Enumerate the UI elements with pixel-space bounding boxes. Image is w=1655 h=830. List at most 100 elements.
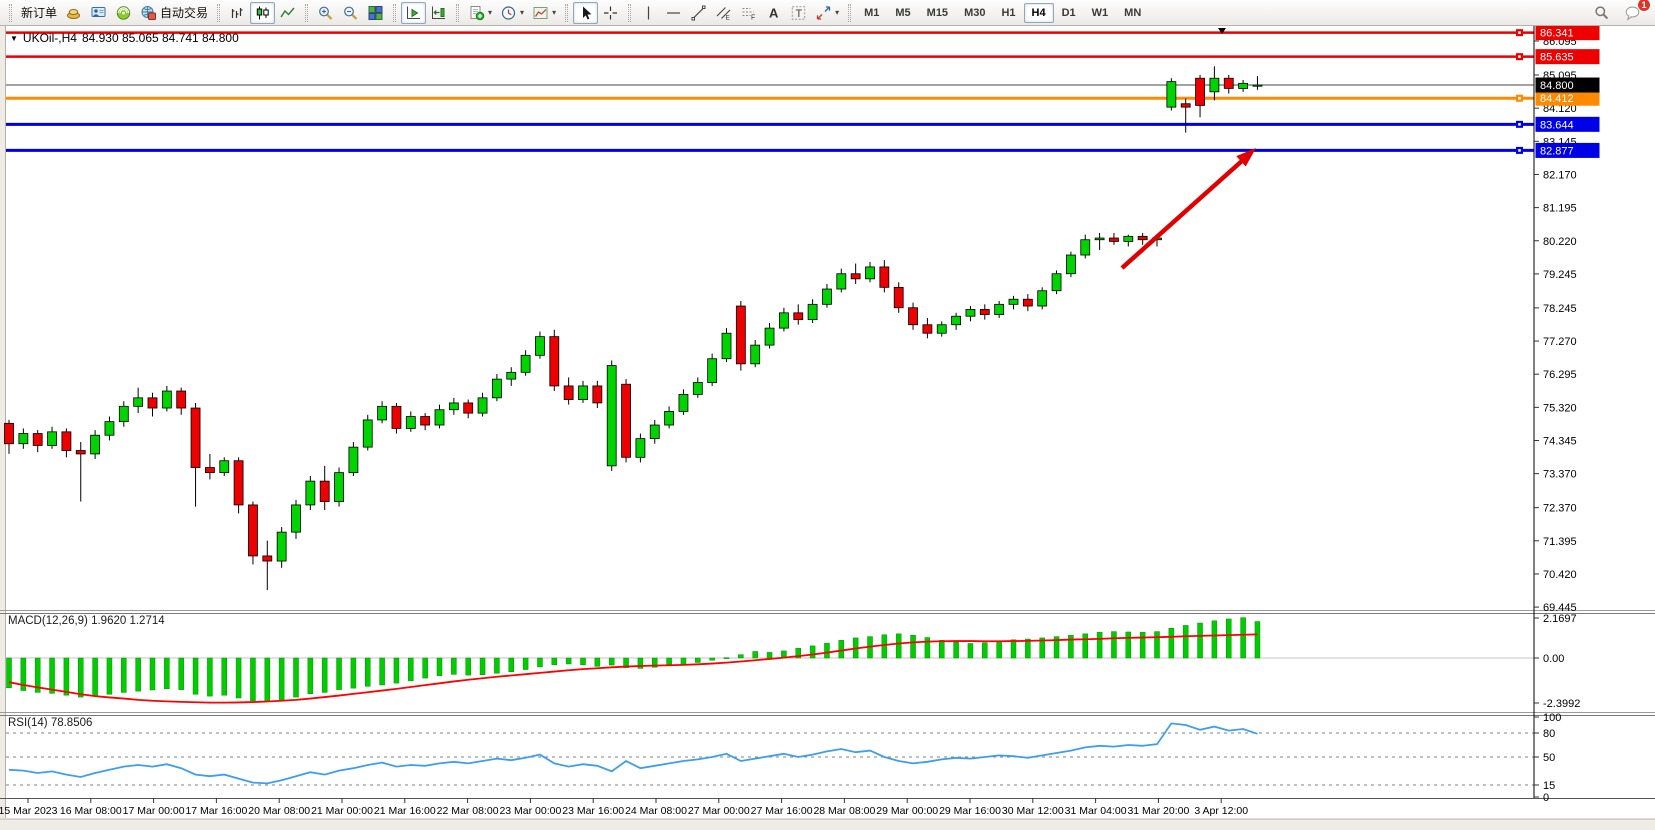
text-label-button[interactable]: T (786, 2, 811, 24)
candle-body (994, 303, 1005, 315)
svg-text:A: A (769, 5, 779, 20)
toolbar-grip (848, 3, 852, 22)
auto-scroll-button[interactable] (401, 1, 427, 24)
zoom-in-button[interactable] (313, 2, 338, 24)
candle-body (47, 431, 57, 446)
svg-text:86.341: 86.341 (1540, 28, 1574, 40)
auto-scroll-icon (407, 6, 421, 19)
chart-canvas[interactable]: 86.09585.09584.12083.14582.17081.19580.2… (0, 26, 1655, 830)
timeframe-button-h4[interactable]: H4 (1023, 2, 1054, 23)
timeframe-button-d1[interactable]: D1 (1061, 6, 1076, 19)
candle-body (951, 315, 961, 326)
timeframe-button-m30[interactable]: M30 (964, 6, 986, 19)
timeframe-button-m5[interactable]: M5 (895, 6, 911, 19)
svg-text:31 Mar 20:00: 31 Mar 20:00 (1127, 805, 1189, 817)
bar-chart-button[interactable] (225, 2, 250, 24)
candle-body (793, 312, 804, 321)
svg-text:70.420: 70.420 (1543, 569, 1577, 581)
fibonacci-button[interactable]: F (736, 2, 761, 24)
candle-body (779, 312, 789, 329)
time-axis[interactable]: 15 Mar 2023 16 Mar 08:00 17 Mar 00:00 17 Ma… (0, 798, 1248, 817)
candle-body (334, 472, 344, 502)
indicators-button[interactable]: ▾ (464, 2, 496, 24)
line-price-label (1535, 142, 1600, 158)
line-chart-button[interactable] (275, 2, 300, 24)
svg-text:23 Mar 00:00: 23 Mar 00:00 (499, 805, 561, 817)
svg-text:21 Mar 00:00: 21 Mar 00:00 (311, 805, 373, 817)
svg-text:16 Mar 08:00: 16 Mar 08:00 (60, 805, 122, 817)
new-order-button[interactable]: 新订单 (17, 2, 61, 24)
candle-body (377, 405, 388, 421)
timeframe-button-m15[interactable]: M15 (926, 6, 949, 19)
crosshair-button[interactable] (598, 2, 623, 24)
auto-trading-button[interactable]: 自动交易 (136, 2, 212, 24)
text-t-icon: T (791, 5, 806, 20)
svg-text:2.1697: 2.1697 (1543, 613, 1577, 625)
candle-body (190, 407, 201, 468)
svg-text:29 Mar 00:00: 29 Mar 00:00 (876, 805, 938, 817)
timeframe-button-h1[interactable]: H1 (1001, 6, 1016, 19)
timeframe-button-mn[interactable]: MN (1124, 6, 1142, 19)
equidistant-channel-button[interactable]: E (711, 2, 736, 24)
candle-body (4, 422, 14, 445)
cursor-button[interactable] (573, 1, 599, 24)
zoom-in-icon (319, 6, 333, 20)
notifications-button[interactable]: 1 (1620, 0, 1651, 24)
candle-body (161, 390, 172, 409)
text-button[interactable]: A (761, 2, 786, 24)
window-left-edge (0, 26, 5, 818)
horizontal-line-button[interactable] (661, 2, 686, 24)
toolbar-grip (9, 3, 12, 22)
svg-text:15 Mar 2023: 15 Mar 2023 (0, 805, 58, 817)
timeframe-button-m1[interactable]: M1 (864, 6, 880, 19)
candle-body (219, 460, 230, 474)
svg-text:20 Mar 08:00: 20 Mar 08:00 (248, 805, 310, 817)
chart-window[interactable]: 86.095 85.095 84.120 83.145 82.170 81.195 80.2… (0, 26, 1655, 830)
timeframe-button-w1[interactable]: W1 (1091, 6, 1109, 19)
navigator-button[interactable] (111, 2, 136, 24)
line-price-label (1535, 26, 1600, 41)
trendline-button[interactable] (686, 2, 711, 24)
arrows-button[interactable]: ▾ (811, 2, 843, 24)
candle-body (735, 305, 746, 365)
svg-text:82.170: 82.170 (1543, 169, 1577, 181)
chart-background[interactable] (0, 26, 1655, 830)
svg-text:3 Apr 12:00: 3 Apr 12:00 (1194, 805, 1248, 817)
candle-body (520, 354, 531, 373)
tile-windows-button[interactable] (363, 2, 388, 24)
zoom-out-button[interactable] (338, 2, 363, 24)
candle-body (1180, 103, 1191, 108)
svg-text:84.412: 84.412 (1540, 93, 1574, 105)
svg-text:85.635: 85.635 (1540, 52, 1574, 64)
vertical-line-button[interactable] (636, 2, 661, 24)
svg-text:22 Mar 08:00: 22 Mar 08:00 (437, 805, 499, 817)
search-button[interactable] (1589, 2, 1614, 24)
symbol-name: UKOil-,H4 (22, 31, 77, 45)
candle-body (1008, 298, 1019, 305)
toolbar-grip (217, 3, 221, 22)
line-handle-dot (1518, 149, 1521, 152)
chart-shift-button[interactable] (426, 2, 451, 24)
candle-body (147, 397, 158, 409)
notification-badge: 1 (1637, 0, 1651, 12)
candle-body (420, 416, 431, 426)
candlestick-chart-button[interactable] (250, 1, 276, 24)
vline-icon (647, 6, 650, 19)
candle-body (922, 324, 933, 334)
svg-text:T: T (796, 8, 803, 20)
line-price-label (1535, 90, 1600, 106)
svg-text:83.644: 83.644 (1540, 119, 1574, 131)
market-watch-button[interactable] (61, 2, 86, 24)
svg-text:74.345: 74.345 (1543, 436, 1577, 448)
ohlc-values: 84.930 85.065 84.741 84.800 (81, 31, 239, 45)
trend-arrow-annotation[interactable] (1120, 148, 1256, 270)
svg-text:80.220: 80.220 (1543, 236, 1577, 248)
data-window-button[interactable] (86, 2, 111, 24)
candle-body (61, 431, 72, 451)
candle-body (1080, 239, 1091, 256)
symbol-dropdown-icon[interactable]: ▼ (10, 33, 18, 43)
svg-text:E: E (726, 14, 731, 21)
periods-button[interactable]: ▾ (496, 2, 528, 24)
price-axis[interactable]: 86.09585.09584.12083.14582.17081.19580.2… (1534, 36, 1580, 804)
templates-button[interactable]: ▾ (528, 2, 560, 24)
